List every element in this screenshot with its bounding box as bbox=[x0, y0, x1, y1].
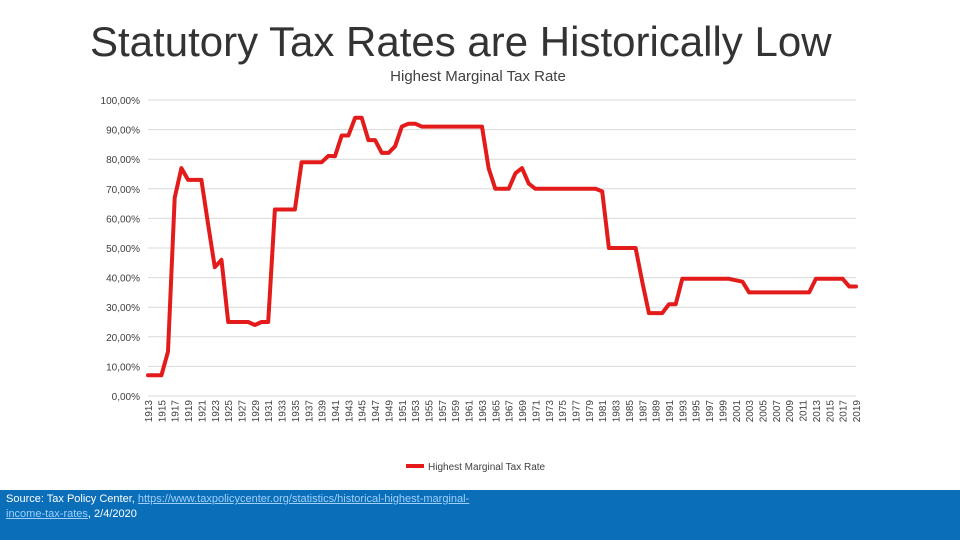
x-tick-label: 1919 bbox=[184, 400, 195, 423]
x-tick-label: 1981 bbox=[598, 400, 609, 423]
x-tick-label: 1917 bbox=[171, 400, 182, 423]
x-tick-label: 1997 bbox=[705, 400, 716, 423]
x-tick-label: 1941 bbox=[331, 400, 342, 423]
x-tick-label: 2009 bbox=[785, 400, 796, 423]
y-axis: 0,00% 10,00% 20,00% 30,00% 40,00% 50,00% 60,00… bbox=[101, 96, 141, 403]
x-tick-label: 1943 bbox=[344, 400, 355, 423]
y-tick-label: 90,00% bbox=[106, 126, 140, 137]
x-tick-label: 1983 bbox=[612, 400, 623, 423]
x-tick-label: 1923 bbox=[211, 400, 222, 423]
x-tick-label: 1959 bbox=[451, 400, 462, 423]
x-tick-label: 1937 bbox=[304, 400, 315, 423]
y-tick-label: 20,00% bbox=[106, 333, 140, 344]
x-tick-label: 1953 bbox=[411, 400, 422, 423]
x-tick-label: 1989 bbox=[652, 400, 663, 423]
x-tick-label: 1925 bbox=[224, 400, 235, 423]
y-tick-label: 50,00% bbox=[106, 244, 140, 255]
x-tick-label: 1973 bbox=[545, 400, 556, 423]
x-tick-label: 1979 bbox=[585, 400, 596, 423]
x-tick-label: 1975 bbox=[558, 400, 569, 423]
x-tick-label: 1985 bbox=[625, 400, 636, 423]
x-tick-label: 2001 bbox=[732, 400, 743, 423]
x-tick-label: 1969 bbox=[518, 400, 529, 423]
x-tick-label: 1961 bbox=[465, 400, 476, 423]
x-tick-label: 1947 bbox=[371, 400, 382, 423]
series-line bbox=[146, 115, 858, 378]
gridlines bbox=[148, 99, 856, 397]
x-tick-label: 1931 bbox=[264, 400, 275, 423]
y-tick-label: 10,00% bbox=[106, 362, 140, 373]
x-tick-label: 2015 bbox=[825, 400, 836, 423]
line-chart: Highest Marginal Tax Rate 0,00% 10,00% 20,… bbox=[101, 68, 863, 473]
x-tick-label: 1945 bbox=[358, 400, 369, 423]
x-tick-label: 1955 bbox=[425, 400, 436, 423]
x-tick-label: 1971 bbox=[531, 400, 542, 423]
x-tick-label: 2019 bbox=[852, 400, 863, 423]
x-tick-label: 1939 bbox=[318, 400, 329, 423]
x-tick-label: 1963 bbox=[478, 400, 489, 423]
chart-title: Highest Marginal Tax Rate bbox=[390, 68, 566, 85]
x-tick-label: 2013 bbox=[812, 400, 823, 423]
x-axis: 1913 1915 1917 1919 1921 1923 1925 1927 1929 1931… bbox=[144, 400, 863, 423]
source-link[interactable]: https://www.taxpolicycenter.org/statisti… bbox=[6, 493, 470, 520]
legend: Highest Marginal Tax Rate bbox=[406, 462, 546, 473]
x-tick-label: 1933 bbox=[278, 400, 289, 423]
y-tick-label: 30,00% bbox=[106, 303, 140, 314]
y-tick-label: 60,00% bbox=[106, 214, 140, 225]
x-tick-label: 1977 bbox=[571, 400, 582, 423]
x-tick-label: 1993 bbox=[678, 400, 689, 423]
source-citation: Source: Tax Policy Center, https://www.t… bbox=[6, 492, 476, 522]
y-tick-label: 80,00% bbox=[106, 155, 140, 166]
x-tick-label: 1951 bbox=[398, 400, 409, 423]
source-suffix: , 2/4/2020 bbox=[87, 508, 137, 520]
x-tick-label: 2017 bbox=[839, 400, 850, 423]
x-tick-label: 1987 bbox=[638, 400, 649, 423]
x-tick-label: 1913 bbox=[144, 400, 155, 423]
x-tick-label: 1915 bbox=[157, 400, 168, 423]
x-tick-label: 1921 bbox=[197, 400, 208, 423]
x-tick-label: 2007 bbox=[772, 400, 783, 423]
slide-title: Statutory Tax Rates are Historically Low bbox=[90, 18, 832, 65]
footer-bar bbox=[0, 490, 960, 540]
x-tick-label: 1991 bbox=[665, 400, 676, 423]
x-tick-label: 1967 bbox=[505, 400, 516, 423]
x-tick-label: 1949 bbox=[384, 400, 395, 423]
x-tick-label: 1935 bbox=[291, 400, 302, 423]
y-tick-label: 70,00% bbox=[106, 185, 140, 196]
y-tick-label: 100,00% bbox=[101, 96, 141, 107]
x-tick-label: 1957 bbox=[438, 400, 449, 423]
legend-label: Highest Marginal Tax Rate bbox=[428, 462, 546, 473]
x-tick-label: 1999 bbox=[718, 400, 729, 423]
x-tick-label: 2005 bbox=[758, 400, 769, 423]
x-tick-label: 1929 bbox=[251, 400, 262, 423]
x-tick-label: 1927 bbox=[238, 400, 249, 423]
x-tick-label: 1995 bbox=[692, 400, 703, 423]
x-tick-label: 2003 bbox=[745, 400, 756, 423]
x-tick-label: 2011 bbox=[799, 400, 810, 422]
series-layer bbox=[146, 115, 858, 378]
y-tick-label: 40,00% bbox=[106, 274, 140, 285]
source-prefix: Source: Tax Policy Center, bbox=[6, 493, 138, 505]
y-tick-label: 0,00% bbox=[112, 392, 140, 403]
x-tick-label: 1965 bbox=[491, 400, 502, 423]
